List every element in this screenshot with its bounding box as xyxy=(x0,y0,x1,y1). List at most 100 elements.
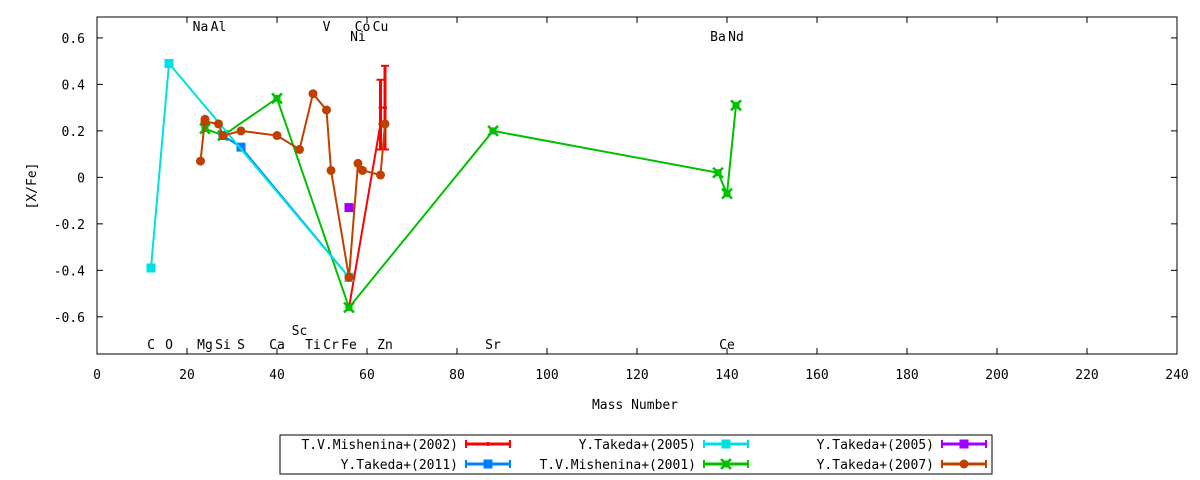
y-tick-label: 0 xyxy=(77,171,85,186)
data-point xyxy=(720,458,732,470)
data-point xyxy=(271,92,283,105)
series-0 xyxy=(347,64,389,310)
legend-item: Y.Takeda+(2007) xyxy=(817,458,987,473)
y-tick-label: 0.2 xyxy=(62,125,85,140)
data-point xyxy=(378,105,383,110)
data-point xyxy=(353,158,363,168)
data-point xyxy=(326,165,336,175)
data-point xyxy=(200,117,210,127)
legend-item: Y.Takeda+(2005) xyxy=(579,438,749,453)
data-point-cross xyxy=(720,458,732,470)
legend-label: Y.Takeda+(2007) xyxy=(817,458,934,473)
series-line xyxy=(199,91,386,278)
data-point xyxy=(196,156,205,166)
data-point-cross xyxy=(712,166,724,179)
x-tick-label: 100 xyxy=(535,368,558,383)
x-tick-label: 160 xyxy=(805,368,828,383)
data-point xyxy=(383,105,387,110)
x-tick-label: 240 xyxy=(1165,368,1188,383)
data-point xyxy=(721,187,733,200)
element-label: Cr xyxy=(323,338,339,353)
series-1 xyxy=(199,92,742,314)
data-point xyxy=(308,89,318,99)
legend-item: T.V.Mishenina+(2002) xyxy=(301,438,511,453)
data-point xyxy=(214,119,223,129)
element-label: Si xyxy=(215,338,231,353)
plot-frame xyxy=(96,16,1178,355)
data-point xyxy=(486,442,490,446)
element-label: Zn xyxy=(377,338,393,353)
element-label: Cu xyxy=(373,20,389,35)
legend: T.V.Mishenina+(2002) Y.Takeda+(2011) Y.Tak… xyxy=(279,434,993,475)
data-point xyxy=(959,439,969,449)
legend-label: T.V.Mishenina+(2001) xyxy=(539,458,696,473)
element-label: Co xyxy=(355,20,371,35)
axes-layer: 0 20 40 60 80 100 120 140 160 180 200 220 240 -0.6 -0.… xyxy=(54,16,1189,383)
element-label: V xyxy=(323,20,331,35)
x-tick-label: 200 xyxy=(985,368,1008,383)
legend-label: Y.Takeda+(2011) xyxy=(341,458,458,473)
y-tick-label: 0.4 xyxy=(62,78,86,93)
x-tick-label: 60 xyxy=(359,368,375,383)
data-point-cross xyxy=(721,187,733,200)
element-label: C xyxy=(147,338,155,353)
data-point-cross xyxy=(730,99,742,112)
legend-label: Y.Takeda+(2005) xyxy=(817,438,934,453)
legend-item: Y.Takeda+(2011) xyxy=(341,458,511,473)
y-axis-label: [X/Fe] xyxy=(25,163,40,210)
data-point xyxy=(164,58,174,68)
data-point xyxy=(712,166,724,179)
x-tick-label: 220 xyxy=(1075,368,1098,383)
data-point xyxy=(487,124,499,137)
series-4 xyxy=(146,58,354,282)
data-point xyxy=(358,165,367,175)
y-tick-label: -0.6 xyxy=(54,311,85,326)
element-label: Mg xyxy=(197,338,213,353)
data-point xyxy=(721,439,731,449)
x-tick-label: 40 xyxy=(269,368,285,383)
data-point xyxy=(730,99,742,112)
element-label: Ni xyxy=(350,30,366,45)
x-tick-label: 0 xyxy=(93,368,101,383)
data-point xyxy=(236,126,246,136)
data-point xyxy=(344,272,354,282)
y-tick-label: -0.2 xyxy=(54,218,85,233)
legend-label: T.V.Mishenina+(2002) xyxy=(301,438,458,453)
element-label-layer: Na Al V Co Cu Ni Ba Nd Sc C O Mg Si S Ca Ti Cr Fe Zn Sr Ce xyxy=(147,20,744,353)
series-line xyxy=(204,96,737,310)
data-point xyxy=(344,203,354,213)
data-point-cross xyxy=(343,301,355,314)
x-tick-label: 180 xyxy=(895,368,918,383)
element-label: Sr xyxy=(485,338,501,353)
data-point xyxy=(376,170,385,180)
series-3 xyxy=(344,203,354,213)
x-tick-label: 80 xyxy=(449,368,465,383)
legend-label: Y.Takeda+(2005) xyxy=(579,438,696,453)
data-point xyxy=(236,142,246,152)
legend-item: T.V.Mishenina+(2001) xyxy=(539,458,749,473)
series-line xyxy=(150,60,350,278)
element-label: Al xyxy=(211,20,227,35)
element-label: Fe xyxy=(341,338,357,353)
data-point xyxy=(959,459,969,469)
data-point xyxy=(295,144,304,154)
element-label: O xyxy=(165,338,173,353)
data-point xyxy=(343,301,355,314)
x-axis-label: Mass Number xyxy=(592,398,678,413)
series-layer xyxy=(146,58,742,314)
data-point xyxy=(146,263,156,273)
element-label: Na xyxy=(193,20,209,35)
data-point-cross xyxy=(487,124,499,137)
data-point xyxy=(272,131,282,141)
series-5 xyxy=(196,89,390,282)
x-tick-label: 20 xyxy=(179,368,195,383)
element-label: Ca xyxy=(269,338,285,353)
element-label: Sc xyxy=(292,324,308,339)
legend-box xyxy=(279,434,993,475)
data-point xyxy=(218,131,228,141)
x-tick-label: 140 xyxy=(715,368,738,383)
element-label: Ce xyxy=(719,338,735,353)
data-point-cross xyxy=(271,92,283,105)
x-tick-label: 120 xyxy=(625,368,648,383)
